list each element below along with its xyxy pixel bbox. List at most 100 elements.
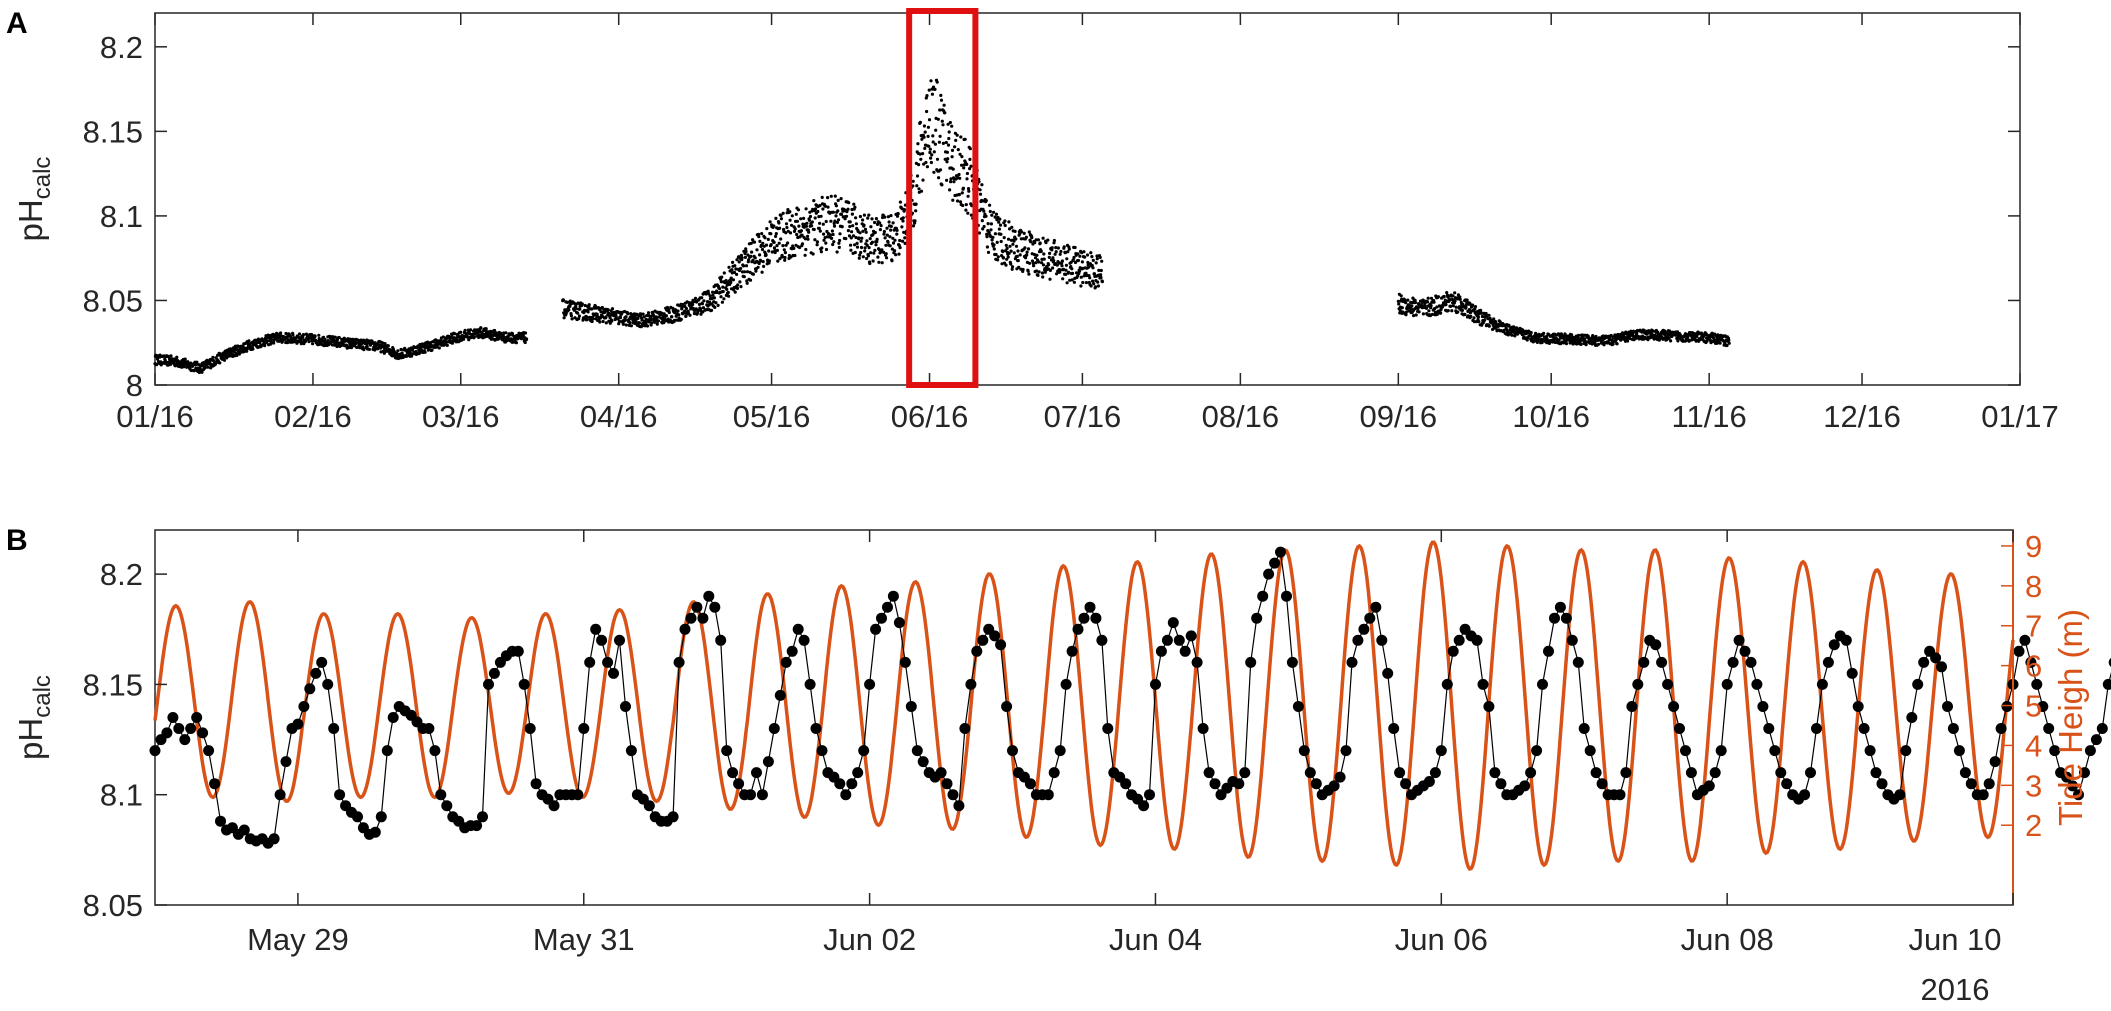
panel-a-point	[1436, 295, 1440, 299]
panel-a-point	[637, 321, 642, 325]
panel-a-point	[861, 218, 865, 222]
panel-a-point	[1064, 263, 1068, 267]
panel-a-point	[1041, 236, 1045, 240]
panel-a-point	[285, 341, 290, 345]
ph-point	[1596, 778, 1608, 790]
panel-a-point	[752, 240, 757, 244]
panel-a-point	[590, 307, 594, 311]
panel-a-point	[1028, 261, 1032, 265]
panel-a-point	[445, 343, 449, 347]
panel-a-point	[814, 207, 818, 211]
ph-point	[911, 745, 923, 757]
panel-a-point	[700, 296, 704, 300]
panel-a-point	[863, 249, 867, 253]
panel-a-point	[1096, 284, 1100, 288]
panel-a-point	[861, 229, 865, 233]
panel-a-point	[936, 117, 940, 121]
panel-a-point	[900, 225, 904, 229]
panel-a-point	[849, 236, 853, 240]
panel-a-point	[1079, 275, 1083, 279]
panel-a-point	[720, 275, 724, 279]
panel-a-point	[1100, 259, 1104, 263]
panel-a-point	[788, 231, 793, 235]
panel-b-xtick-label: Jun 02	[823, 922, 916, 957]
ph-point	[304, 683, 316, 695]
panel-a-point	[1613, 333, 1617, 337]
panel-a-point	[921, 178, 925, 182]
ph-point	[590, 623, 602, 635]
panel-a-point	[930, 153, 934, 157]
ph-point	[1572, 656, 1584, 668]
panel-a-point	[504, 331, 508, 335]
ph-point	[1447, 645, 1459, 657]
panel-a-point	[791, 244, 795, 248]
panel-a-point	[1080, 260, 1084, 264]
panel-a-point	[601, 319, 605, 324]
panel-a-point	[586, 310, 590, 314]
panel-a-point	[639, 325, 643, 329]
panel-a-point	[307, 340, 311, 344]
panel-a-point	[853, 205, 857, 209]
panel-a-point	[941, 123, 945, 127]
panel-a-point	[926, 134, 930, 138]
panel-a-point	[994, 212, 999, 216]
panel-a-point	[992, 247, 996, 251]
panel-a-marks	[153, 78, 1731, 375]
ph-point	[1912, 678, 1924, 690]
panel-a-point	[790, 223, 794, 227]
panel-a-point	[1030, 259, 1035, 263]
panel-a-point	[662, 312, 666, 316]
ph-point	[792, 623, 804, 635]
ph-point	[1292, 701, 1304, 712]
ph-point	[1173, 634, 1185, 646]
ph-point	[727, 767, 739, 779]
panel-a-point	[739, 253, 744, 257]
panel-a-point	[1092, 272, 1096, 276]
ph-point	[2025, 656, 2037, 668]
panel-a-point	[1099, 273, 1103, 277]
panel-a-point	[1021, 267, 1025, 272]
panel-a-point	[751, 258, 755, 262]
panel-a-point	[655, 322, 659, 326]
panel-a-point	[683, 309, 687, 313]
panel-a-point	[656, 319, 661, 323]
panel-a-point	[854, 235, 858, 240]
panel-a-point	[645, 324, 650, 328]
panel-a-point	[939, 93, 943, 97]
panel-a-point	[667, 308, 671, 312]
ph-point	[965, 678, 977, 690]
panel-b-ticks: 8.05 8.1 8.15 8.2 2 3 4 5 6 7 8 9 May 29 May 31 Jun 02…	[83, 529, 2043, 957]
ph-point	[625, 745, 637, 757]
panel-a-point	[775, 248, 780, 252]
panel-a-point	[925, 109, 929, 114]
tide-series	[153, 540, 2015, 871]
panel-a-point	[462, 337, 466, 341]
ph-point	[1757, 701, 1769, 712]
panel-a-point	[961, 186, 966, 190]
panel-a-point	[1076, 274, 1080, 278]
panel-a-point	[410, 354, 414, 358]
panel-a-point	[1425, 300, 1430, 304]
panel-a-point	[826, 196, 830, 200]
panel-a-point	[960, 163, 964, 167]
ph-point	[1620, 767, 1632, 779]
panel-a-point	[762, 264, 766, 268]
panel-a-point	[1076, 252, 1080, 256]
ph-point	[774, 689, 786, 701]
ph-point	[1024, 778, 1036, 790]
ph-point	[173, 723, 185, 734]
panel-a-point	[699, 312, 703, 316]
panel-a-point	[562, 316, 566, 320]
panel-a-point	[753, 256, 757, 260]
ph-point	[1423, 776, 1435, 787]
panel-a-point	[917, 187, 921, 191]
panel-a-point	[858, 214, 863, 219]
panel-a-point	[770, 250, 774, 254]
panel-a-point	[835, 220, 840, 224]
panel-a-point	[988, 203, 992, 207]
panel-a-xtick-label: 08/16	[1202, 399, 1280, 434]
panel-a-point	[774, 232, 778, 236]
panel-a-point	[1542, 331, 1546, 335]
panel-a-point	[1544, 335, 1549, 339]
panel-a-point	[757, 235, 761, 239]
